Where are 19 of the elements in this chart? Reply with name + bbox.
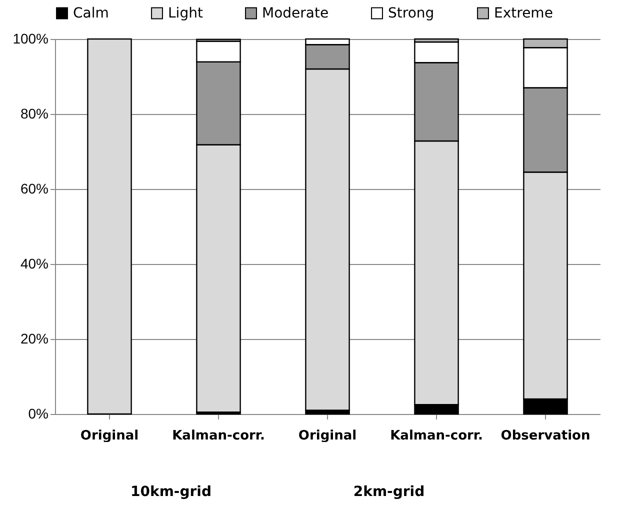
bar bbox=[87, 38, 132, 415]
legend-label: Calm bbox=[73, 5, 109, 22]
x-tick-label: Original bbox=[298, 428, 357, 444]
text: 2km-grid bbox=[353, 484, 425, 500]
y-tick-label: 80% bbox=[20, 106, 48, 122]
x-tick-label: Kalman-corr. bbox=[172, 428, 265, 444]
x-tick-label: Kalman-corr. bbox=[390, 428, 483, 444]
text: 10km-grid bbox=[130, 484, 212, 500]
legend-label: Strong bbox=[388, 5, 434, 22]
legend-label: Moderate bbox=[262, 5, 329, 22]
x-tick-label: Original bbox=[80, 428, 139, 444]
y-tick-label: 40% bbox=[20, 256, 48, 272]
y-tick-label: 100% bbox=[12, 30, 48, 46]
y-tick-label: 60% bbox=[20, 180, 48, 196]
legend-label: Light bbox=[168, 5, 204, 22]
y-tick-label: 20% bbox=[20, 330, 48, 346]
x-tick-label: Observation bbox=[500, 428, 590, 444]
y-tick-label: 0% bbox=[28, 406, 48, 422]
legend-label: Extreme bbox=[494, 5, 553, 22]
